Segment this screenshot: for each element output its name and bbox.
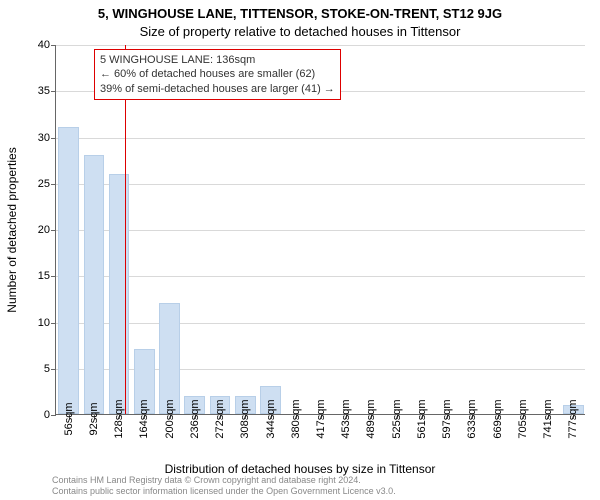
x-tick-label: 561sqm xyxy=(416,399,428,438)
x-tick-label: 56sqm xyxy=(63,402,75,435)
annotation-line: ← 60% of detached houses are smaller (62… xyxy=(100,67,335,81)
footer-line2: Contains public sector information licen… xyxy=(52,486,396,497)
y-tick-mark xyxy=(51,415,56,416)
x-tick-label: 164sqm xyxy=(138,399,150,438)
y-tick-label: 40 xyxy=(38,39,50,51)
x-tick-label: 417sqm xyxy=(315,399,327,438)
chart-title-line2: Size of property relative to detached ho… xyxy=(0,24,600,39)
y-tick-label: 15 xyxy=(38,270,50,282)
x-axis-label: Distribution of detached houses by size … xyxy=(0,462,600,476)
x-tick-label: 344sqm xyxy=(265,399,277,438)
y-axis-label: Number of detached properties xyxy=(5,147,19,312)
bar xyxy=(109,174,130,415)
x-tick-label: 380sqm xyxy=(290,399,302,438)
x-tick-label: 308sqm xyxy=(239,399,251,438)
y-tick-mark xyxy=(51,184,56,185)
x-tick-label: 633sqm xyxy=(466,399,478,438)
x-tick-label: 705sqm xyxy=(517,399,529,438)
gridline xyxy=(56,184,585,185)
y-tick-mark xyxy=(51,230,56,231)
x-tick-label: 597sqm xyxy=(441,399,453,438)
gridline xyxy=(56,230,585,231)
gridline xyxy=(56,138,585,139)
y-tick-label: 5 xyxy=(44,363,50,375)
x-tick-label: 777sqm xyxy=(567,399,579,438)
x-tick-label: 741sqm xyxy=(542,399,554,438)
x-tick-label: 453sqm xyxy=(340,399,352,438)
x-tick-label: 669sqm xyxy=(492,399,504,438)
x-tick-label: 525sqm xyxy=(391,399,403,438)
x-tick-label: 92sqm xyxy=(88,402,100,435)
y-tick-label: 30 xyxy=(38,132,50,144)
x-tick-label: 272sqm xyxy=(214,399,226,438)
y-tick-mark xyxy=(51,276,56,277)
chart-title-line1: 5, WINGHOUSE LANE, TITTENSOR, STOKE-ON-T… xyxy=(0,6,600,21)
annotation-box: 5 WINGHOUSE LANE: 136sqm← 60% of detache… xyxy=(94,49,341,100)
y-tick-label: 25 xyxy=(38,178,50,190)
y-tick-mark xyxy=(51,91,56,92)
x-tick-label: 128sqm xyxy=(113,399,125,438)
x-tick-label: 200sqm xyxy=(164,399,176,438)
y-tick-label: 10 xyxy=(38,317,50,329)
annotation-line: 39% of semi-detached houses are larger (… xyxy=(100,82,335,96)
y-tick-mark xyxy=(51,369,56,370)
plot-area: 051015202530354056sqm92sqm128sqm164sqm20… xyxy=(55,45,585,415)
y-tick-label: 0 xyxy=(44,409,50,421)
bar xyxy=(84,155,105,414)
y-tick-label: 35 xyxy=(38,85,50,97)
gridline xyxy=(56,276,585,277)
x-tick-label: 236sqm xyxy=(189,399,201,438)
y-tick-mark xyxy=(51,45,56,46)
marker-line xyxy=(125,45,126,414)
y-tick-label: 20 xyxy=(38,224,50,236)
y-tick-mark xyxy=(51,323,56,324)
bar xyxy=(58,127,79,414)
gridline xyxy=(56,323,585,324)
annotation-line: 5 WINGHOUSE LANE: 136sqm xyxy=(100,53,335,67)
gridline xyxy=(56,45,585,46)
attribution-footer: Contains HM Land Registry data © Crown c… xyxy=(52,475,396,497)
bar xyxy=(159,303,180,414)
x-tick-label: 489sqm xyxy=(365,399,377,438)
y-tick-mark xyxy=(51,138,56,139)
footer-line1: Contains HM Land Registry data © Crown c… xyxy=(52,475,396,486)
chart-container: 5, WINGHOUSE LANE, TITTENSOR, STOKE-ON-T… xyxy=(0,0,600,500)
